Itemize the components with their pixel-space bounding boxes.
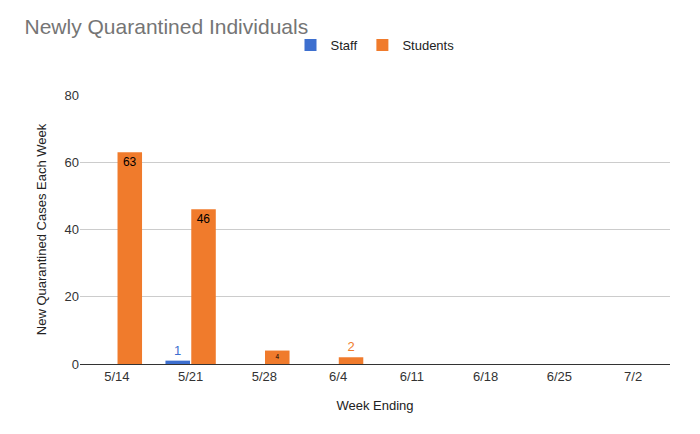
svg-text:63: 63 xyxy=(123,155,137,169)
svg-text:80: 80 xyxy=(65,88,79,103)
svg-text:4: 4 xyxy=(275,353,279,360)
svg-text:New Quarantined Cases Each Wee: New Quarantined Cases Each Week xyxy=(34,123,49,335)
svg-text:46: 46 xyxy=(197,212,211,226)
svg-text:2: 2 xyxy=(347,339,354,354)
svg-text:60: 60 xyxy=(65,155,79,170)
svg-text:40: 40 xyxy=(65,222,79,237)
svg-text:7/2: 7/2 xyxy=(624,369,642,384)
svg-text:0: 0 xyxy=(72,357,79,372)
svg-text:6/18: 6/18 xyxy=(473,369,498,384)
svg-text:1: 1 xyxy=(174,343,181,358)
svg-text:Staff: Staff xyxy=(331,38,358,53)
svg-text:6/4: 6/4 xyxy=(329,369,347,384)
svg-text:5/28: 5/28 xyxy=(252,369,277,384)
svg-text:20: 20 xyxy=(65,289,79,304)
svg-text:Newly Quarantined Individuals: Newly Quarantined Individuals xyxy=(25,15,309,38)
svg-text:6/25: 6/25 xyxy=(547,369,572,384)
svg-text:5/21: 5/21 xyxy=(178,369,203,384)
svg-text:Week Ending: Week Ending xyxy=(336,398,413,413)
svg-text:Students: Students xyxy=(402,38,454,53)
svg-text:6/11: 6/11 xyxy=(400,369,424,384)
svg-text:5/14: 5/14 xyxy=(104,369,129,384)
